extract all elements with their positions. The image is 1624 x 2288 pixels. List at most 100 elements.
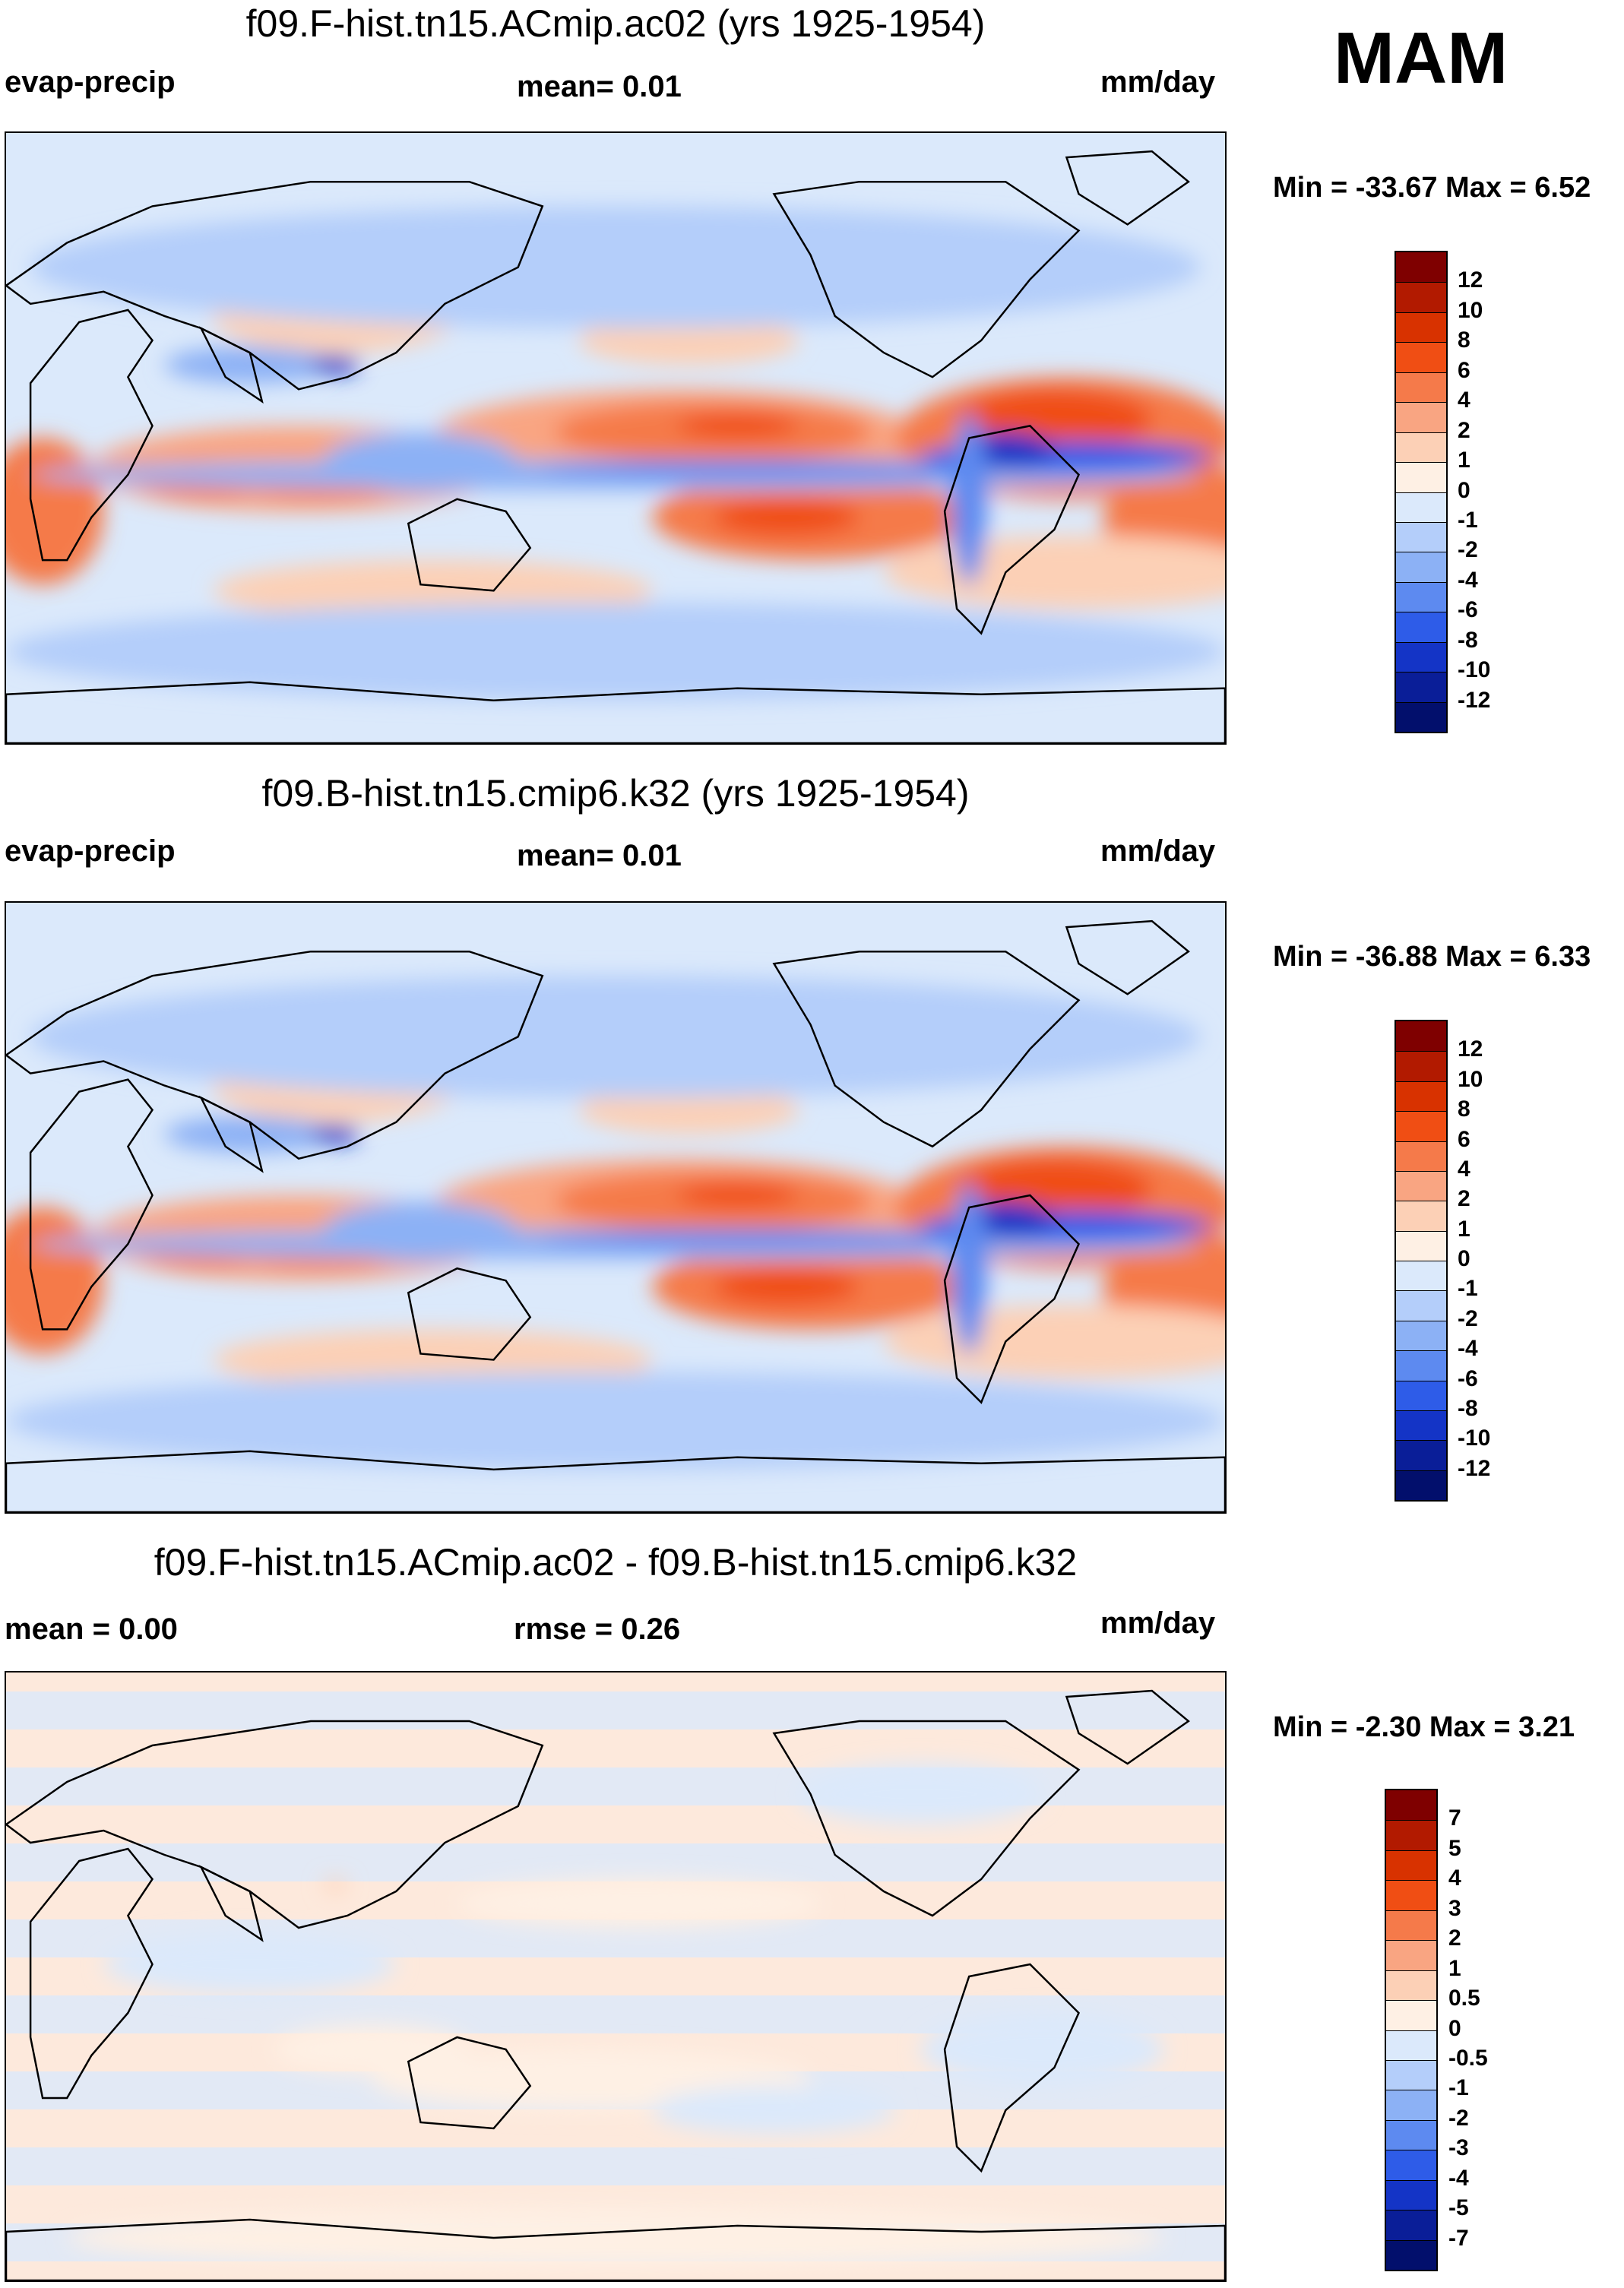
field-band — [6, 1767, 1225, 1805]
colorbar-segment — [1386, 2239, 1436, 2270]
field-contour-region — [578, 315, 799, 366]
map-field-svg — [6, 1672, 1225, 2280]
colorbar-segment — [1396, 1111, 1446, 1141]
coastline — [407, 498, 532, 592]
field-contour-region — [457, 1879, 823, 1928]
colorbar-tick-label: -4 — [1458, 1336, 1478, 1362]
field-contour-region — [652, 2086, 896, 2135]
colorbar-tick-label: -4 — [1448, 2165, 1469, 2191]
field-contour-region — [6, 603, 1225, 701]
field-contour-region — [920, 2013, 1164, 2086]
colorbar-tick-label: 2 — [1448, 1926, 1461, 1951]
colorbar-segment — [1386, 2059, 1436, 2090]
coastline — [772, 180, 1081, 378]
colorbar-segment — [1386, 1820, 1436, 1850]
colorbar-segment — [1396, 672, 1446, 702]
colorbar-tick-label: 2 — [1458, 417, 1470, 443]
coastline — [407, 2036, 532, 2130]
colorbar-tick-label: -1 — [1458, 507, 1478, 533]
panel3-title: f09.F-hist.tn15.ACmip.ac02 - f09.B-hist.… — [154, 1541, 1078, 1584]
colorbar-tick-label: 0 — [1458, 477, 1470, 503]
field-contour-region — [323, 1879, 348, 1891]
panel2-map — [5, 901, 1227, 1514]
coastline — [29, 1078, 154, 1331]
colorbar-segment — [1386, 1850, 1436, 1881]
field-contour-region — [67, 2207, 1164, 2268]
panel1-colorbar — [1394, 251, 1448, 733]
colorbar-tick-label: -8 — [1458, 1395, 1478, 1421]
colorbar-tick-label: 10 — [1458, 1066, 1483, 1092]
colorbar-segment — [1386, 1970, 1436, 2001]
panel2-units-label: mm/day — [1100, 834, 1216, 868]
coastline — [6, 1450, 1225, 1512]
colorbar-segment — [1396, 552, 1446, 582]
colorbar-segment — [1396, 1021, 1446, 1052]
colorbar-tick-label: -12 — [1458, 1455, 1491, 1481]
panel1-variable-label: evap-precip — [5, 65, 176, 99]
colorbar-segment — [1386, 2150, 1436, 2180]
coastline — [6, 180, 544, 391]
colorbar-tick-label: -1 — [1458, 1276, 1478, 1302]
colorbar-segment — [1386, 2179, 1436, 2210]
colorbar-segment — [1396, 1170, 1446, 1201]
colorbar-segment — [1396, 432, 1446, 463]
coastline — [29, 309, 154, 562]
coastline — [1065, 150, 1190, 226]
panel2-title: f09.B-hist.tn15.cmip6.k32 (yrs 1925-1954… — [261, 772, 970, 815]
field-band — [6, 1691, 1225, 1729]
colorbar-tick-label: 4 — [1458, 1156, 1470, 1182]
colorbar-tick-label: 1 — [1458, 1216, 1470, 1242]
colorbar-segment — [1386, 2000, 1436, 2030]
field-contour-region — [578, 1085, 799, 1135]
coastline — [407, 1267, 532, 1361]
field-contour-region — [311, 356, 360, 375]
panel3-rmse-label: rmse = 0.26 — [514, 1612, 681, 1646]
coastline — [943, 1194, 1080, 1404]
panel1-title: f09.F-hist.tn15.ACmip.ac02 (yrs 1925-195… — [245, 2, 986, 45]
colorbar-tick-label: -10 — [1458, 1426, 1491, 1451]
field-contour-region — [951, 413, 988, 585]
panel3-mean-label: mean = 0.00 — [5, 1612, 178, 1646]
colorbar-segment — [1396, 312, 1446, 343]
field-contour-region — [676, 1182, 799, 1207]
colorbar-tick-label: -8 — [1458, 627, 1478, 653]
field-contour-region — [713, 1268, 859, 1305]
coastline — [6, 681, 1225, 743]
colorbar-tick-label: -2 — [1458, 1305, 1478, 1331]
panel3-colorbar — [1385, 1789, 1438, 2271]
colorbar-segment — [1396, 1141, 1446, 1171]
colorbar-tick-label: 6 — [1458, 357, 1470, 383]
panel2-variable-label: evap-precip — [5, 834, 176, 868]
colorbar-segment — [1396, 1290, 1446, 1321]
colorbar-tick-label: 8 — [1458, 328, 1470, 353]
field-contour-region — [164, 347, 336, 384]
colorbar-segment — [1396, 1261, 1446, 1291]
colorbar-tick-label: 8 — [1458, 1097, 1470, 1122]
map-field-svg — [6, 903, 1225, 1512]
field-contour-region — [30, 976, 1201, 1098]
colorbar-tick-label: -10 — [1458, 657, 1491, 683]
field-contour-region — [103, 1934, 397, 1995]
colorbar-segment — [1386, 2119, 1436, 2150]
colorbar-segment — [1396, 641, 1446, 672]
colorbar-segment — [1396, 282, 1446, 312]
field-contour-region — [676, 413, 799, 438]
colorbar-tick-label: -12 — [1458, 687, 1491, 713]
colorbar-segment — [1396, 402, 1446, 432]
colorbar-tick-label: -6 — [1458, 597, 1478, 623]
colorbar-tick-label: 0 — [1458, 1246, 1470, 1271]
colorbar-tick-label: 1 — [1448, 1955, 1461, 1981]
coastline — [1065, 919, 1190, 995]
coastline — [772, 1720, 1081, 1917]
panel3-units-label: mm/day — [1100, 1606, 1216, 1640]
field-band — [6, 2147, 1225, 2185]
colorbar-segment — [1386, 2210, 1436, 2240]
colorbar-tick-label: -2 — [1448, 2105, 1469, 2131]
colorbar-tick-label: 5 — [1448, 1835, 1461, 1861]
field-contour-region — [30, 206, 1201, 328]
coastline — [198, 326, 264, 404]
panel2-minmax-label: Min = -36.88 Max = 6.33 — [1273, 941, 1591, 973]
colorbar-segment — [1396, 1051, 1446, 1081]
colorbar-segment — [1386, 1940, 1436, 1970]
field-contour-region — [542, 1229, 982, 1248]
